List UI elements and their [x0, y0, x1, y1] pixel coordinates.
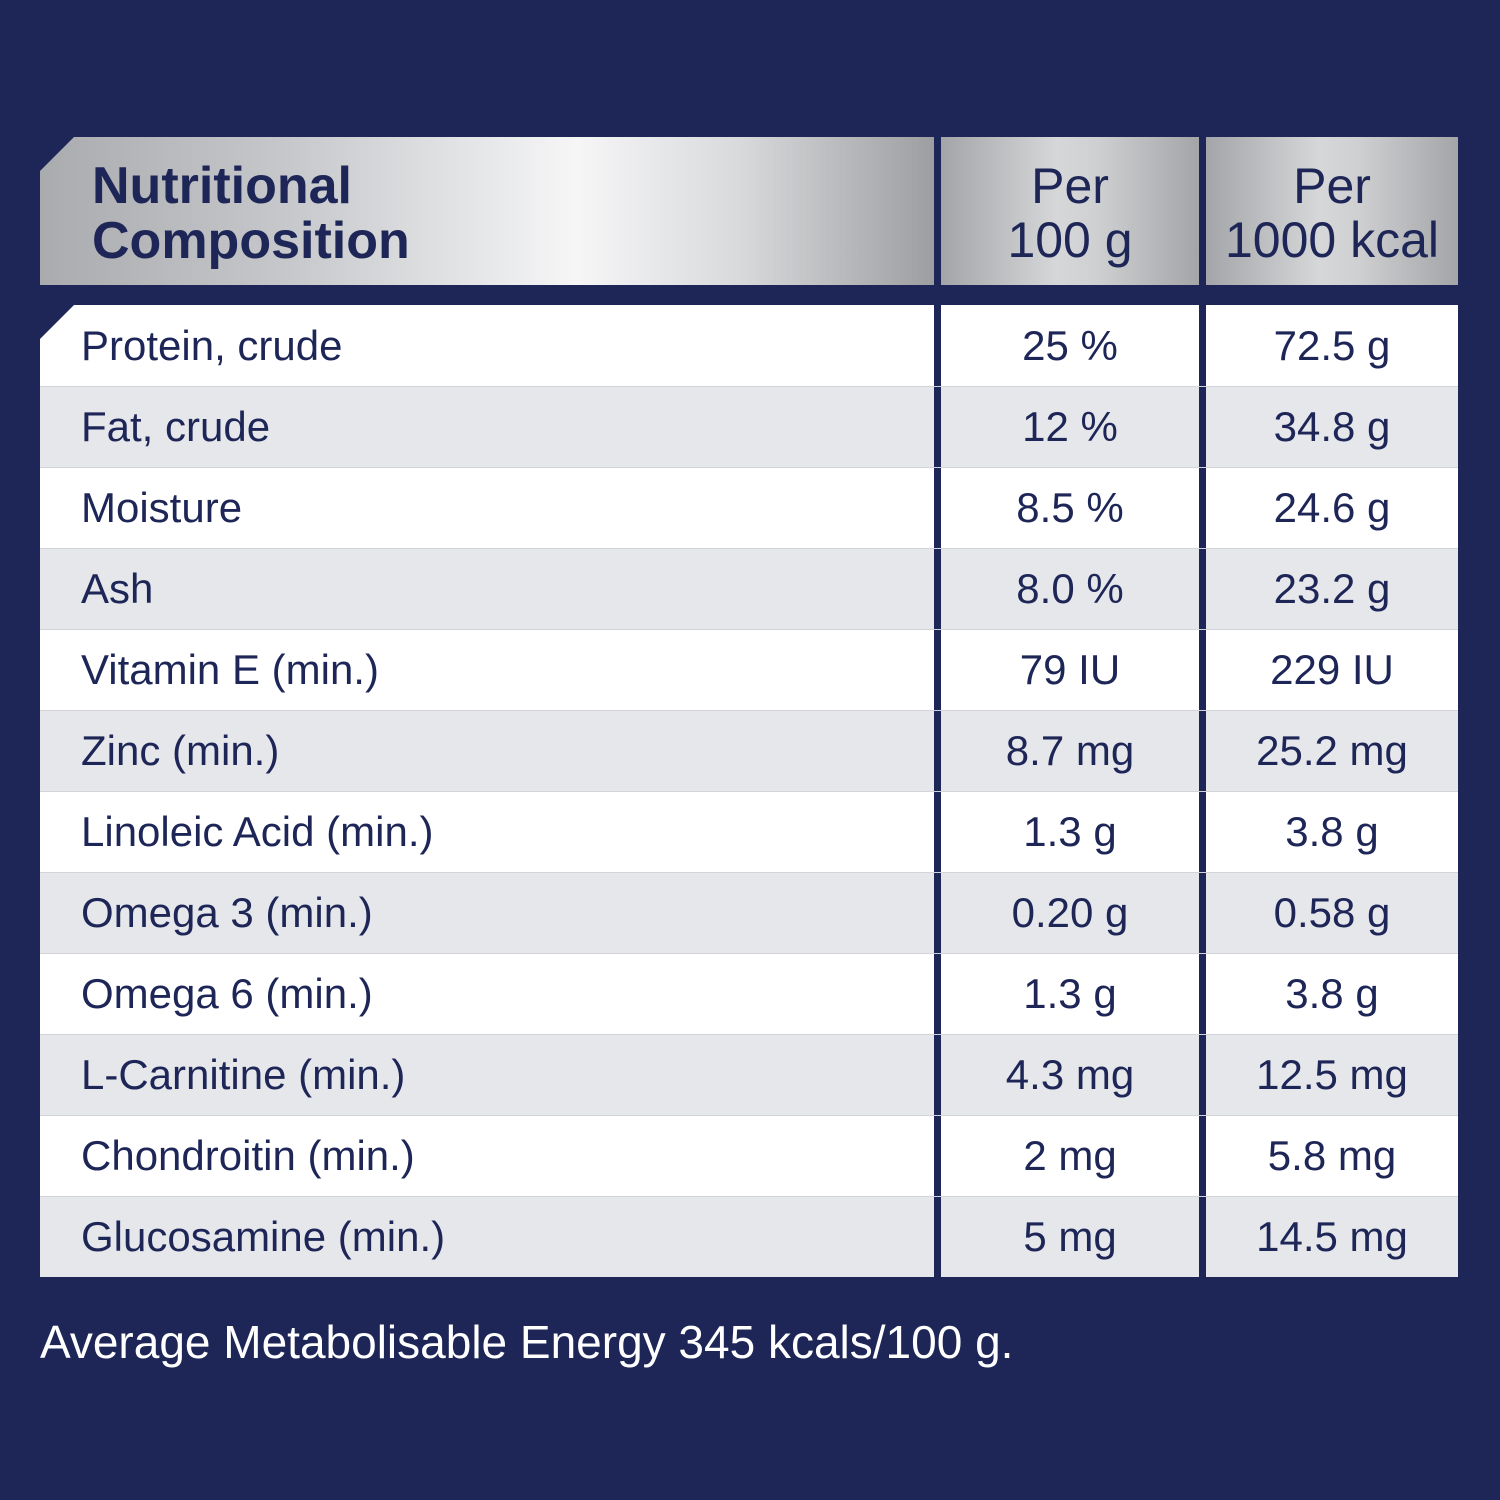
nutrient-name-cell: L-Carnitine (min.) — [40, 1034, 934, 1115]
row-divider — [40, 629, 1458, 630]
row-divider — [40, 1034, 1458, 1035]
per-1000kcal-value-cell: 5.8 mg — [1206, 1115, 1458, 1196]
table-row: Zinc (min.) 8.7 mg 25.2 mg — [40, 710, 1458, 791]
per-100g-value-cell: 0.20 g — [941, 872, 1199, 953]
nutrient-name-cell: Ash — [40, 548, 934, 629]
nutrient-name-cell: Moisture — [40, 467, 934, 548]
per-1000kcal-value-cell: 25.2 mg — [1206, 710, 1458, 791]
nutrient-name-cell: Zinc (min.) — [40, 710, 934, 791]
nutrient-name-cell: Protein, crude — [40, 305, 934, 386]
table-row: L-Carnitine (min.) 4.3 mg 12.5 mg — [40, 1034, 1458, 1115]
per-1000kcal-value-cell: 72.5 g — [1206, 305, 1458, 386]
row-divider — [40, 548, 1458, 549]
row-divider — [40, 953, 1458, 954]
table-row: Ash 8.0 % 23.2 g — [40, 548, 1458, 629]
nutrient-name-cell: Omega 3 (min.) — [40, 872, 934, 953]
table-row: Moisture 8.5 % 24.6 g — [40, 467, 1458, 548]
table-row: Omega 6 (min.) 1.3 g 3.8 g — [40, 953, 1458, 1034]
row-divider — [40, 1115, 1458, 1116]
table-row: Protein, crude 25 % 72.5 g — [40, 305, 1458, 386]
per-100g-value-cell: 2 mg — [941, 1115, 1199, 1196]
nutrient-name-cell: Vitamin E (min.) — [40, 629, 934, 710]
nutrient-name-cell: Linoleic Acid (min.) — [40, 791, 934, 872]
per-1000kcal-value-cell: 3.8 g — [1206, 953, 1458, 1034]
nutrient-name-cell: Glucosamine (min.) — [40, 1196, 934, 1277]
energy-footnote: Average Metabolisable Energy 345 kcals/1… — [40, 1316, 1014, 1368]
per-100g-value-cell: 8.0 % — [941, 548, 1199, 629]
per-1000kcal-value-cell: 24.6 g — [1206, 467, 1458, 548]
table-header-per-100g: Per 100 g — [941, 137, 1199, 285]
nutrition-table-body: Protein, crude 25 % 72.5 g Fat, crude 12 % 34… — [40, 305, 1458, 1277]
table-row: Vitamin E (min.) 79 IU 229 IU — [40, 629, 1458, 710]
col1-header-line-2: 100 g — [1007, 212, 1133, 268]
table-header-per-1000kcal: Per 1000 kcal — [1206, 137, 1458, 285]
row-divider — [40, 872, 1458, 873]
per-100g-value-cell: 12 % — [941, 386, 1199, 467]
table-row: Glucosamine (min.) 5 mg 14.5 mg — [40, 1196, 1458, 1277]
table-row: Linoleic Acid (min.) 1.3 g 3.8 g — [40, 791, 1458, 872]
nutrient-name-cell: Omega 6 (min.) — [40, 953, 934, 1034]
per-1000kcal-value-cell: 229 IU — [1206, 629, 1458, 710]
row-divider — [40, 467, 1458, 468]
table-header-name-column: Nutritional Composition — [40, 137, 934, 285]
row-divider — [40, 1196, 1458, 1197]
per-1000kcal-value-cell: 0.58 g — [1206, 872, 1458, 953]
per-1000kcal-value-cell: 12.5 mg — [1206, 1034, 1458, 1115]
per-1000kcal-value-cell: 23.2 g — [1206, 548, 1458, 629]
per-100g-value-cell: 8.7 mg — [941, 710, 1199, 791]
nutrient-name-cell: Chondroitin (min.) — [40, 1115, 934, 1196]
table-row: Fat, crude 12 % 34.8 g — [40, 386, 1458, 467]
col1-header-line-1: Per — [1031, 158, 1109, 214]
per-1000kcal-value-cell: 34.8 g — [1206, 386, 1458, 467]
row-divider — [40, 710, 1458, 711]
table-title: Nutritional Composition — [92, 159, 410, 269]
nutrient-name-cell: Fat, crude — [40, 386, 934, 467]
col2-header-line-1: Per — [1293, 158, 1371, 214]
per-100g-value-cell: 1.3 g — [941, 953, 1199, 1034]
col2-header-line-2: 1000 kcal — [1224, 212, 1440, 268]
per-100g-value-cell: 1.3 g — [941, 791, 1199, 872]
table-title-line-2: Composition — [92, 212, 410, 270]
row-divider — [40, 386, 1458, 387]
per-100g-value-cell: 8.5 % — [941, 467, 1199, 548]
per-100g-value-cell: 5 mg — [941, 1196, 1199, 1277]
per-100g-value-cell: 25 % — [941, 305, 1199, 386]
table-row: Chondroitin (min.) 2 mg 5.8 mg — [40, 1115, 1458, 1196]
table-row: Omega 3 (min.) 0.20 g 0.58 g — [40, 872, 1458, 953]
per-100g-value-cell: 4.3 mg — [941, 1034, 1199, 1115]
table-title-line-1: Nutritional — [92, 157, 352, 215]
row-divider — [40, 791, 1458, 792]
per-100g-value-cell: 79 IU — [941, 629, 1199, 710]
per-1000kcal-value-cell: 14.5 mg — [1206, 1196, 1458, 1277]
per-1000kcal-value-cell: 3.8 g — [1206, 791, 1458, 872]
